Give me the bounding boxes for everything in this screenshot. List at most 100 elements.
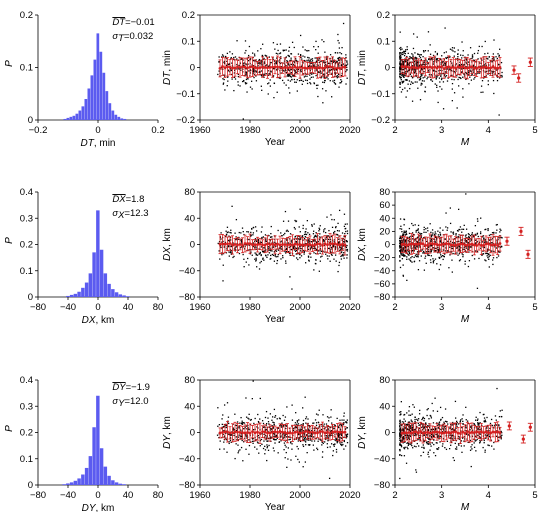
data-point — [414, 247, 416, 250]
data-point — [297, 448, 300, 450]
data-point — [463, 75, 466, 77]
data-point — [419, 238, 421, 241]
mean-marker — [421, 242, 425, 246]
data-point — [341, 64, 343, 66]
data-point — [247, 54, 250, 57]
mean-marker — [343, 243, 347, 247]
data-point — [283, 234, 285, 236]
data-point — [261, 54, 263, 57]
data-point — [248, 70, 250, 72]
mean-marker — [461, 65, 465, 69]
data-point — [282, 49, 284, 51]
data-point — [457, 78, 459, 81]
data-point — [245, 261, 247, 263]
data-point — [225, 425, 227, 427]
data-point — [262, 447, 265, 450]
data-point — [461, 70, 463, 73]
data-point — [305, 416, 308, 418]
data-point — [285, 427, 287, 430]
y-tick-label: 40 — [184, 213, 195, 224]
data-point — [331, 218, 333, 221]
y-tick-label: 80 — [379, 375, 390, 386]
data-point — [326, 76, 328, 78]
data-point — [404, 58, 406, 60]
data-point — [499, 231, 501, 233]
data-point — [481, 241, 483, 243]
data-point — [402, 53, 404, 56]
data-point — [298, 429, 300, 431]
data-point — [425, 231, 427, 234]
data-point — [399, 442, 401, 444]
data-point — [276, 57, 278, 59]
data-point — [338, 209, 341, 212]
data-point — [271, 253, 274, 256]
data-point — [261, 420, 264, 422]
data-point — [425, 228, 427, 230]
data-point — [480, 433, 482, 435]
data-point — [229, 434, 232, 437]
mean-marker — [218, 431, 222, 435]
data-point — [474, 225, 477, 227]
data-point — [486, 250, 489, 252]
data-point — [414, 52, 416, 54]
data-point — [404, 72, 406, 74]
data-point — [273, 435, 275, 437]
mean-marker — [463, 66, 467, 70]
data-point — [317, 64, 319, 66]
data-point — [455, 63, 457, 65]
y-tick-label: 0 — [190, 428, 195, 439]
data-point — [289, 92, 291, 94]
data-point — [407, 63, 409, 65]
data-point — [311, 73, 313, 75]
data-point — [242, 246, 244, 248]
data-point — [401, 53, 403, 56]
mean-marker — [468, 243, 472, 246]
data-point — [338, 58, 340, 60]
data-point — [419, 78, 421, 81]
mean-marker — [288, 65, 292, 69]
data-point — [280, 248, 283, 250]
data-point — [338, 433, 341, 436]
mean-marker — [526, 252, 530, 256]
data-point — [265, 437, 268, 440]
data-point — [233, 76, 236, 78]
data-point — [497, 251, 500, 253]
data-point — [334, 83, 337, 85]
data-point — [319, 248, 322, 250]
data-point — [484, 259, 486, 261]
data-point — [399, 52, 401, 54]
data-point — [288, 87, 290, 89]
data-point — [303, 253, 305, 255]
data-point — [328, 477, 331, 480]
data-point — [451, 82, 454, 85]
data-point — [288, 50, 290, 52]
data-point — [445, 57, 448, 60]
y-axis-label-var: DT — [162, 71, 173, 85]
data-point — [458, 76, 460, 79]
data-point — [248, 238, 250, 241]
data-point — [290, 459, 292, 461]
data-point — [241, 422, 243, 424]
data-point — [406, 237, 408, 239]
data-point — [420, 236, 422, 238]
data-point — [403, 231, 405, 234]
data-point — [276, 60, 278, 62]
data-point — [407, 70, 410, 72]
data-point — [230, 250, 232, 252]
mean-marker — [286, 431, 289, 435]
mean-marker — [482, 244, 486, 247]
data-point — [311, 440, 313, 442]
data-point — [418, 61, 420, 63]
data-point — [237, 73, 240, 76]
data-point — [297, 235, 299, 237]
data-point — [465, 193, 467, 195]
data-point — [401, 436, 404, 438]
data-point — [437, 249, 440, 251]
mean-marker — [333, 67, 337, 70]
data-point — [317, 95, 319, 98]
mean-marker — [323, 242, 327, 246]
data-point — [401, 254, 403, 256]
histogram-bar — [96, 395, 100, 485]
data-point — [302, 436, 305, 438]
data-point — [462, 414, 464, 416]
